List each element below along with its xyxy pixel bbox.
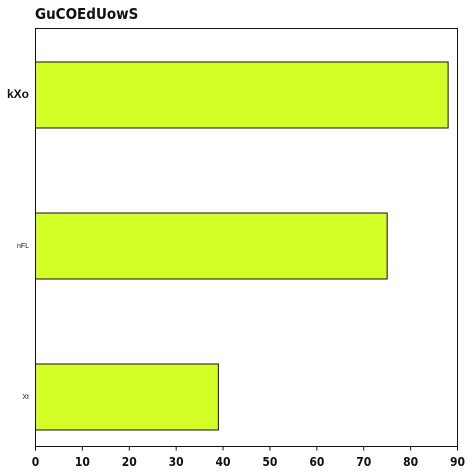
bar-nFL bbox=[35, 212, 388, 280]
bar-Xt bbox=[35, 363, 219, 431]
x-tick-label-10: 10 bbox=[75, 455, 90, 469]
category-label-Xt: Xt bbox=[22, 394, 29, 401]
x-tick-label-70: 70 bbox=[356, 455, 371, 469]
x-tick-label-30: 30 bbox=[169, 455, 184, 469]
category-label-kXo: kXo bbox=[7, 87, 29, 101]
x-tick-label-80: 80 bbox=[403, 455, 418, 469]
bars-group bbox=[35, 61, 449, 431]
x-axis-ticks: 0 10 20 30 40 50 60 70 80 90 bbox=[32, 446, 465, 469]
x-tick-label-0: 0 bbox=[32, 455, 40, 469]
x-tick-label-40: 40 bbox=[216, 455, 231, 469]
x-tick-label-90: 90 bbox=[450, 455, 465, 469]
x-tick-label-20: 20 bbox=[122, 455, 137, 469]
category-label-nFL: nFL bbox=[17, 243, 29, 250]
category-labels: kXo nFL Xt bbox=[7, 87, 29, 401]
x-tick-label-60: 60 bbox=[309, 455, 324, 469]
x-tick-label-50: 50 bbox=[262, 455, 277, 469]
bar-kXo bbox=[35, 61, 449, 129]
chart-title: GuCOEdUowS bbox=[35, 5, 139, 23]
